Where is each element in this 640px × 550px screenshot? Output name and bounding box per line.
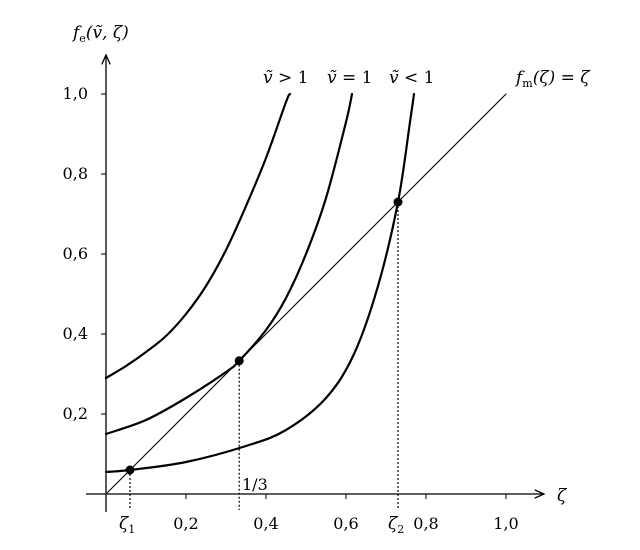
- points-layer: [125, 197, 403, 475]
- x-tick-label: 1,0: [493, 514, 518, 533]
- y-tick-label: 0,6: [63, 244, 88, 263]
- intersection-point: [125, 465, 135, 475]
- series-layer: [104, 92, 507, 495]
- y-axis-label: fe(ṽ, ζ): [71, 23, 129, 45]
- series-curve-2: [104, 92, 354, 436]
- x-axis-label: ζ: [557, 486, 568, 506]
- label-zeta2: ζ2: [388, 514, 404, 536]
- legend-v-greater-1: ṽ > 1: [263, 68, 308, 88]
- legend-fm-line: fm(ζ) = ζ: [514, 68, 591, 90]
- annotation-one-third: 1/3: [242, 475, 268, 494]
- x-tick-label: 0,4: [253, 514, 278, 533]
- x-tick-label: 0,2: [173, 514, 198, 533]
- x-tick-label: 0,6: [333, 514, 358, 533]
- series-line-fm: [105, 93, 507, 495]
- y-tick-label: 0,8: [63, 164, 88, 183]
- legend-v-less-1: ṽ < 1: [389, 68, 434, 88]
- y-tick-label: 0,2: [63, 404, 88, 423]
- series-curve-3: [104, 92, 416, 474]
- series-curve-1: [104, 92, 292, 380]
- intersection-point: [393, 197, 403, 207]
- y-ticks: 0,2 0,4 0,6 0,8 1,0: [63, 84, 106, 423]
- x-ticks: 0,2 0,4 0,6 0,8 1,0: [173, 494, 519, 533]
- y-tick-label: 0,4: [63, 324, 88, 343]
- x-tick-label: 0,8: [413, 514, 438, 533]
- y-tick-label: 1,0: [63, 84, 88, 103]
- intersection-point: [234, 356, 244, 366]
- legend-v-equal-1: ṽ = 1: [327, 68, 372, 88]
- guide-lines: [129, 202, 399, 510]
- label-zeta1: ζ1: [119, 514, 135, 536]
